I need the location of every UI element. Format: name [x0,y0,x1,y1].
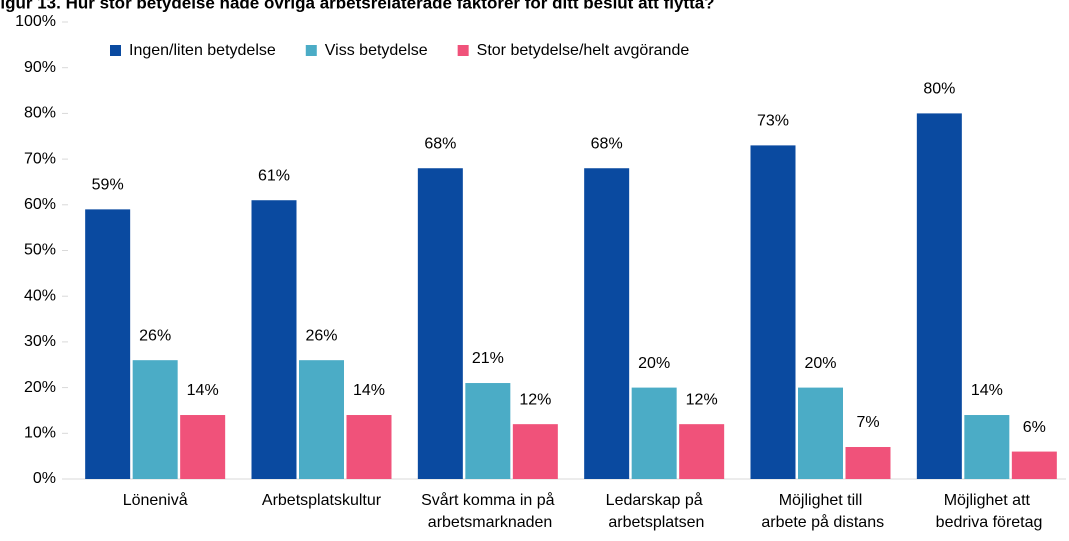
data-label: 14% [187,382,219,399]
legend-label: Stor betydelse/helt avgörande [477,42,690,59]
data-label: 20% [638,355,670,372]
chart-title: Figur 13. Hur stor betydelse hade övriga… [0,0,715,12]
bar [964,415,1010,479]
data-label: 7% [856,414,879,431]
y-tick-label: 90% [24,59,56,76]
legend-label: Viss betydelse [325,42,428,59]
bar [417,168,463,480]
y-tick-label: 30% [24,333,56,350]
bar [916,113,962,480]
data-label: 80% [923,81,955,98]
data-label: 26% [139,327,171,344]
data-label: 26% [305,327,337,344]
data-label: 20% [804,355,836,372]
x-tick-label: Ledarskap på arbetsplatsen [604,491,705,531]
x-tick-label: Svårt komma in på arbetsmarknaden [421,491,554,531]
bar [750,145,796,479]
bar [465,383,511,479]
legend-swatch [110,45,121,56]
legend-label: Ingen/liten betydelse [129,42,276,59]
data-label: 61% [258,167,290,184]
bar [132,360,178,479]
x-tick-label: Arbetsplatskultur [262,492,382,509]
legend-swatch [457,45,469,56]
y-tick-label: 100% [15,13,56,30]
data-label: 14% [971,382,1003,399]
bar [512,424,558,479]
y-tick-label: 50% [24,242,56,259]
bar [631,387,677,479]
data-label: 68% [591,135,623,152]
data-label: 12% [686,391,718,408]
bar [299,360,344,479]
y-tick-label: 40% [24,287,56,304]
y-tick-label: 70% [24,150,56,167]
bar [584,168,630,480]
y-tick-label: 20% [24,379,56,396]
y-tick-label: 60% [24,196,56,213]
data-label: 14% [353,382,385,399]
data-label: 6% [1023,419,1046,436]
legend-swatch [305,45,317,56]
data-label: 59% [92,177,124,194]
bar [180,415,226,479]
data-label: 21% [472,350,504,367]
bar [251,200,297,480]
data-label: 12% [519,391,551,408]
bar [798,387,843,479]
y-tick-label: 80% [24,105,56,122]
data-label: 68% [424,135,456,152]
bar [85,209,131,479]
y-tick-label: 0% [33,470,56,487]
x-tick-label: Möjlighet till arbete på distans [757,492,884,531]
x-tick-label: Möjlighet att bedriva företag [931,492,1042,531]
y-tick-label: 10% [24,425,56,442]
bar [679,424,725,479]
x-tick-label: Lönenivå [123,491,188,509]
bar [1011,451,1057,479]
bar [346,415,392,479]
data-label: 73% [757,113,789,130]
bar [845,447,891,479]
